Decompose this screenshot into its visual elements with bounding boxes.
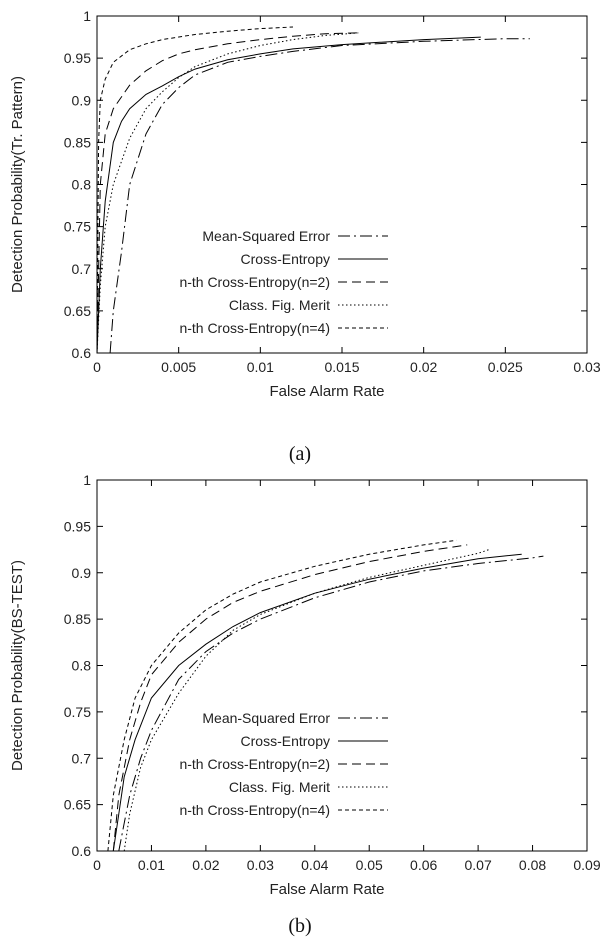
x-tick-label: 0.06 — [410, 857, 437, 873]
legend-label: n-th Cross-Entropy(n=4) — [179, 802, 330, 818]
legend-label: Mean-Squared Error — [202, 228, 330, 244]
series-line-4 — [97, 26, 294, 353]
y-tick-label: 0.75 — [64, 704, 91, 720]
x-tick-label: 0.03 — [247, 857, 274, 873]
x-tick-label: 0.08 — [519, 857, 546, 873]
plot-frame — [96, 479, 588, 852]
series-line-2 — [97, 32, 359, 353]
legend-label: Cross-Entropy — [241, 251, 330, 267]
chart-a: 0.6 0.65 0.7 0.75 0.8 0.85 0.9 0.95 1 0 0.005 0.01 0… — [9, 8, 601, 465]
y-tick-label: 0.85 — [64, 611, 91, 627]
x-tick-label: 0.02 — [410, 359, 437, 375]
x-tick-label: 0.09 — [573, 857, 600, 873]
x-tick-label: 0.07 — [464, 857, 491, 873]
y-tick-label: 0.85 — [64, 134, 91, 150]
x-tick-label: 0.005 — [161, 359, 196, 375]
x-tick-label: 0.04 — [301, 857, 328, 873]
plot-frame — [96, 15, 588, 354]
legend-label: Class. Fig. Merit — [229, 779, 330, 795]
series-line-2 — [112, 544, 468, 851]
series-line-3 — [123, 549, 490, 851]
legend-label: n-th Cross-Entropy(n=4) — [179, 320, 330, 336]
y-tick-label: 0.6 — [72, 345, 92, 361]
legend-label: Mean-Squared Error — [202, 710, 330, 726]
y-tick-label: 0.95 — [64, 518, 91, 534]
x-tick-label: 0.01 — [247, 359, 274, 375]
x-tick-label: 0 — [93, 359, 101, 375]
figure-caption: (b) — [288, 915, 311, 937]
legend-label: Class. Fig. Merit — [229, 297, 330, 313]
x-tick-label: 0.025 — [488, 359, 523, 375]
series-line-0 — [118, 555, 544, 851]
y-tick-label: 0.9 — [72, 565, 92, 581]
chart-b: 0.6 0.65 0.7 0.75 0.8 0.85 0.9 0.95 1 0 0.01 0.02 0.… — [9, 472, 601, 937]
series-line-1 — [112, 553, 522, 851]
figure-caption: (a) — [289, 443, 311, 465]
x-tick-label: 0.03 — [573, 359, 600, 375]
legend-label: n-th Cross-Entropy(n=2) — [179, 274, 330, 290]
legend-label: Cross-Entropy — [241, 733, 330, 749]
y-tick-label: 0.6 — [72, 843, 92, 859]
y-tick-label: 0.65 — [64, 303, 91, 319]
x-tick-label: 0.015 — [324, 359, 359, 375]
y-tick-label: 1 — [83, 472, 91, 488]
legend-label: n-th Cross-Entropy(n=2) — [179, 756, 330, 772]
x-tick-label: 0.01 — [138, 857, 165, 873]
y-axis-label: Detection Probability(Tr. Pattern) — [9, 76, 26, 293]
y-axis-label: Detection Probability(BS-TEST) — [9, 560, 26, 771]
series-line-1 — [97, 36, 481, 353]
y-tick-label: 0.95 — [64, 50, 91, 66]
series-line-4 — [107, 539, 457, 851]
y-tick-label: 0.8 — [72, 177, 92, 193]
y-tick-label: 0.65 — [64, 797, 91, 813]
y-tick-label: 0.75 — [64, 219, 91, 235]
x-tick-label: 0.05 — [356, 857, 383, 873]
x-tick-label: 0.02 — [192, 857, 219, 873]
y-tick-label: 0.7 — [72, 750, 92, 766]
x-axis-label: False Alarm Rate — [269, 881, 384, 898]
y-tick-label: 0.9 — [72, 92, 92, 108]
y-tick-label: 0.7 — [72, 261, 92, 277]
y-tick-label: 0.8 — [72, 658, 92, 674]
x-tick-label: 0 — [93, 857, 101, 873]
y-tick-label: 1 — [83, 8, 91, 24]
x-axis-label: False Alarm Rate — [269, 383, 384, 400]
